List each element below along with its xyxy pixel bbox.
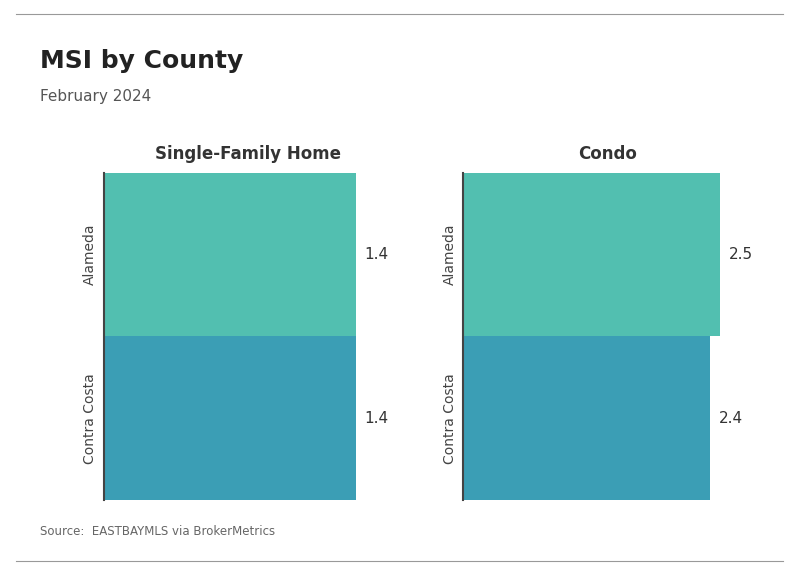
Text: Source:  EASTBAYMLS via BrokerMetrics: Source: EASTBAYMLS via BrokerMetrics [40,524,275,538]
Bar [104,336,356,500]
Text: MSI by County: MSI by County [40,49,243,73]
Text: 2.5: 2.5 [729,247,753,262]
Bar [463,172,720,336]
Text: February 2024: February 2024 [40,89,151,104]
Text: 1.4: 1.4 [364,411,388,426]
Title: Single-Family Home: Single-Family Home [155,144,340,163]
Title: Condo: Condo [578,144,637,163]
Bar [463,336,710,500]
Bar [104,172,356,336]
Text: 1.4: 1.4 [364,247,388,262]
Text: 2.4: 2.4 [718,411,743,426]
